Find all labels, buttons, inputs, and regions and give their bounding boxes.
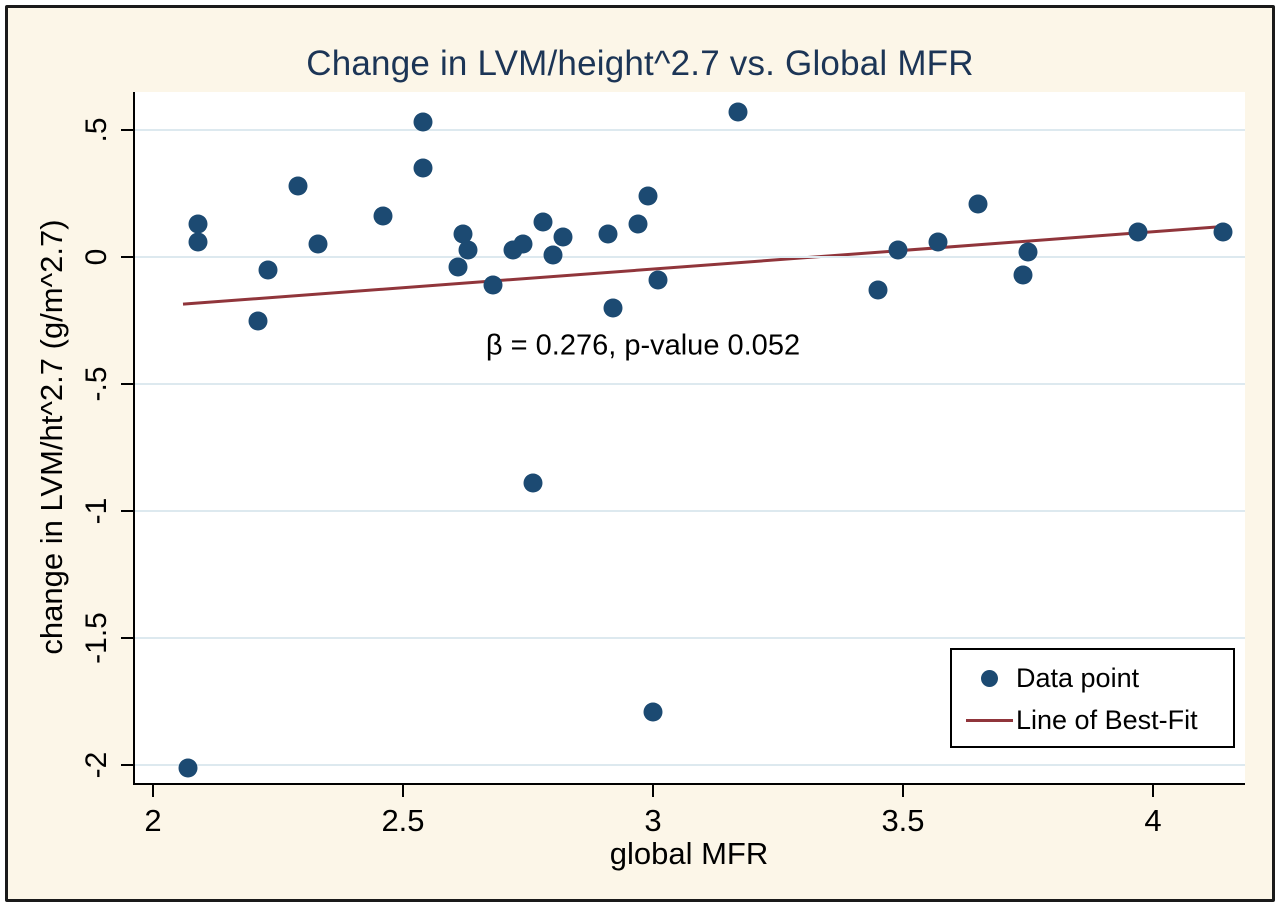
- data-point: [373, 206, 393, 226]
- y-tick-label: 0: [80, 248, 113, 266]
- data-point: [603, 298, 623, 318]
- x-axis-title: global MFR: [609, 836, 769, 871]
- data-point: [1013, 265, 1033, 285]
- legend-item-data-point: Data point: [964, 662, 1233, 694]
- data-point: [928, 232, 948, 252]
- y-tick-label: -1.5: [80, 612, 113, 665]
- data-point: [643, 702, 663, 722]
- data-point: [1018, 242, 1038, 262]
- plot-area: β = 0.276, p-value 0.052 .5 0 -.5 -1 -1.5 -2 2…: [80, 92, 1245, 838]
- legend-label-best-fit: Line of Best-Fit: [1016, 704, 1198, 735]
- y-tick: [121, 129, 133, 132]
- data-point: [638, 186, 658, 206]
- data-point: [288, 176, 308, 196]
- data-point: [188, 214, 208, 234]
- data-point: [258, 260, 278, 280]
- data-point: [513, 234, 533, 254]
- x-tick-label: 3.5: [881, 803, 925, 838]
- y-tick-label: -2: [80, 751, 113, 779]
- data-point: [598, 224, 618, 244]
- data-point: [728, 102, 748, 122]
- best-fit-line: [182, 224, 1229, 306]
- figure-frame: Change in LVM/height^2.7 vs. Global MFR …: [5, 5, 1275, 902]
- x-tick-label: 3: [644, 803, 662, 838]
- data-point: [1128, 222, 1148, 242]
- y-tick-label: .5: [80, 117, 113, 143]
- regression-annotation: β = 0.276, p-value 0.052: [485, 329, 801, 362]
- data-point: [178, 758, 198, 778]
- chart-title: Change in LVM/height^2.7 vs. Global MFR: [306, 44, 974, 83]
- data-point: [458, 240, 478, 259]
- x-tick: [652, 785, 654, 797]
- x-tick: [902, 785, 904, 797]
- y-axis-title: change in LVM/ht^2.7 (g/m^2.7): [34, 219, 69, 655]
- data-point: [648, 270, 668, 290]
- data-point: [448, 257, 468, 277]
- x-tick: [402, 785, 404, 797]
- data-point-marker-icon: [980, 669, 998, 687]
- y-tick: [121, 637, 133, 640]
- data-point: [308, 234, 328, 254]
- data-point: [1213, 222, 1233, 242]
- y-tick: [121, 383, 133, 386]
- y-tick: [121, 764, 133, 767]
- data-point: [543, 245, 563, 265]
- data-point: [453, 224, 473, 244]
- data-point: [413, 158, 433, 178]
- data-point: [628, 214, 648, 234]
- x-tick-label: 2.5: [381, 803, 425, 838]
- data-point: [868, 280, 888, 300]
- y-tick-label: -1: [80, 497, 113, 525]
- data-point: [968, 194, 988, 214]
- data-point: [413, 112, 433, 132]
- x-tick: [1152, 785, 1154, 797]
- y-tick: [121, 510, 133, 513]
- data-point: [888, 240, 908, 259]
- y-tick: [121, 256, 133, 259]
- y-tick-label: -.5: [80, 366, 113, 402]
- best-fit-line-icon: [965, 718, 1013, 722]
- legend: Data point Line of Best-Fit: [950, 648, 1235, 748]
- data-point: [553, 227, 573, 247]
- legend-label-data-point: Data point: [1016, 662, 1140, 693]
- data-point: [533, 212, 553, 232]
- x-tick-label: 2: [144, 803, 162, 838]
- trend-line-layer: [182, 224, 1229, 306]
- data-point: [248, 311, 268, 331]
- x-tick-label: 4: [1144, 803, 1162, 838]
- data-point: [483, 275, 503, 295]
- legend-item-best-fit: Line of Best-Fit: [964, 704, 1233, 736]
- data-point: [523, 473, 543, 493]
- data-point: [188, 232, 208, 252]
- x-tick: [152, 785, 154, 797]
